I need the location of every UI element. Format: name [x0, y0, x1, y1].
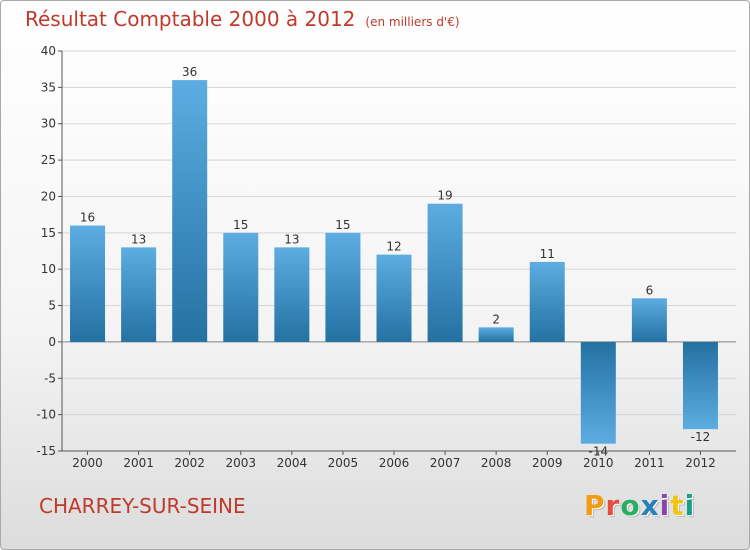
x-tick-label: 2011: [634, 456, 665, 470]
data-label: -14: [589, 445, 609, 459]
y-tick-label: 5: [48, 299, 56, 313]
data-label: 13: [131, 232, 146, 246]
chart-title: Résultat Comptable 2000 à 2012 (en millie…: [25, 7, 460, 31]
x-tick-label: 2000: [72, 456, 103, 470]
proxiti-logo[interactable]: Proxiti: [584, 489, 695, 522]
data-label: 36: [182, 65, 197, 79]
data-label: 15: [335, 218, 350, 232]
bar-2011: [631, 298, 667, 342]
y-tick-label: -5: [44, 371, 56, 385]
data-label: 12: [386, 240, 401, 254]
bar-2009: [529, 261, 565, 342]
x-tick-label: 2012: [685, 456, 716, 470]
x-tick-label: 2002: [174, 456, 205, 470]
y-tick-label: 30: [41, 117, 56, 131]
x-tick-label: 2003: [225, 456, 256, 470]
data-label: 15: [233, 218, 248, 232]
bar-layer: [70, 80, 718, 444]
bar-2012: [682, 341, 718, 430]
data-label: 6: [646, 283, 654, 297]
label-layer: 2000 16 2001 13 2002 36 2003 15 2004 13 2005 15 2006…: [72, 65, 715, 470]
x-tick-label: 2008: [481, 456, 512, 470]
y-tick-label: 10: [41, 262, 56, 276]
bar-2003: [223, 232, 259, 342]
logo-letter: P: [584, 489, 606, 522]
bar-2004: [274, 247, 310, 342]
x-tick-label: 2005: [328, 456, 359, 470]
data-label: 11: [540, 247, 555, 261]
x-tick-label: 2007: [430, 456, 461, 470]
bar-2005: [325, 232, 361, 342]
x-tick-label: 2001: [123, 456, 154, 470]
y-tick-label: 40: [41, 44, 56, 58]
x-tick-label: 2006: [379, 456, 410, 470]
y-tick-label: 35: [41, 80, 56, 94]
bar-2010: [580, 341, 616, 444]
commune-name: CHARREY-SUR-SEINE: [39, 494, 246, 518]
data-label: 2: [492, 312, 500, 326]
data-label: -12: [691, 430, 711, 444]
bar-2006: [376, 254, 412, 342]
y-tick-label: 0: [48, 335, 56, 349]
logo-letter: x: [640, 489, 660, 522]
logo-letter: r: [605, 489, 621, 522]
data-label: 13: [284, 232, 299, 246]
y-tick-label: 25: [41, 153, 56, 167]
y-tick-label: 20: [41, 189, 56, 203]
logo-letter: o: [620, 489, 641, 522]
bar-2001: [121, 247, 157, 342]
bar-2000: [70, 225, 106, 342]
chart-unit: (en milliers d'€): [365, 15, 460, 29]
logo-letter: i: [684, 489, 696, 522]
bar-2007: [427, 203, 463, 342]
x-tick-label: 2004: [277, 456, 308, 470]
logo-letter: t: [670, 489, 685, 522]
x-tick-label: 2009: [532, 456, 563, 470]
x-tick-label: 2010: [583, 456, 614, 470]
chart-title-text: Résultat Comptable 2000 à 2012: [25, 7, 356, 31]
bar-2008: [478, 327, 514, 342]
logo-letter: i: [659, 489, 671, 522]
bar-2002: [172, 80, 208, 342]
data-label: 16: [80, 211, 95, 225]
y-tick-label: -10: [36, 408, 56, 422]
y-tick-label: -15: [36, 444, 56, 458]
data-label: 19: [437, 189, 452, 203]
y-tick-label: 15: [41, 226, 56, 240]
